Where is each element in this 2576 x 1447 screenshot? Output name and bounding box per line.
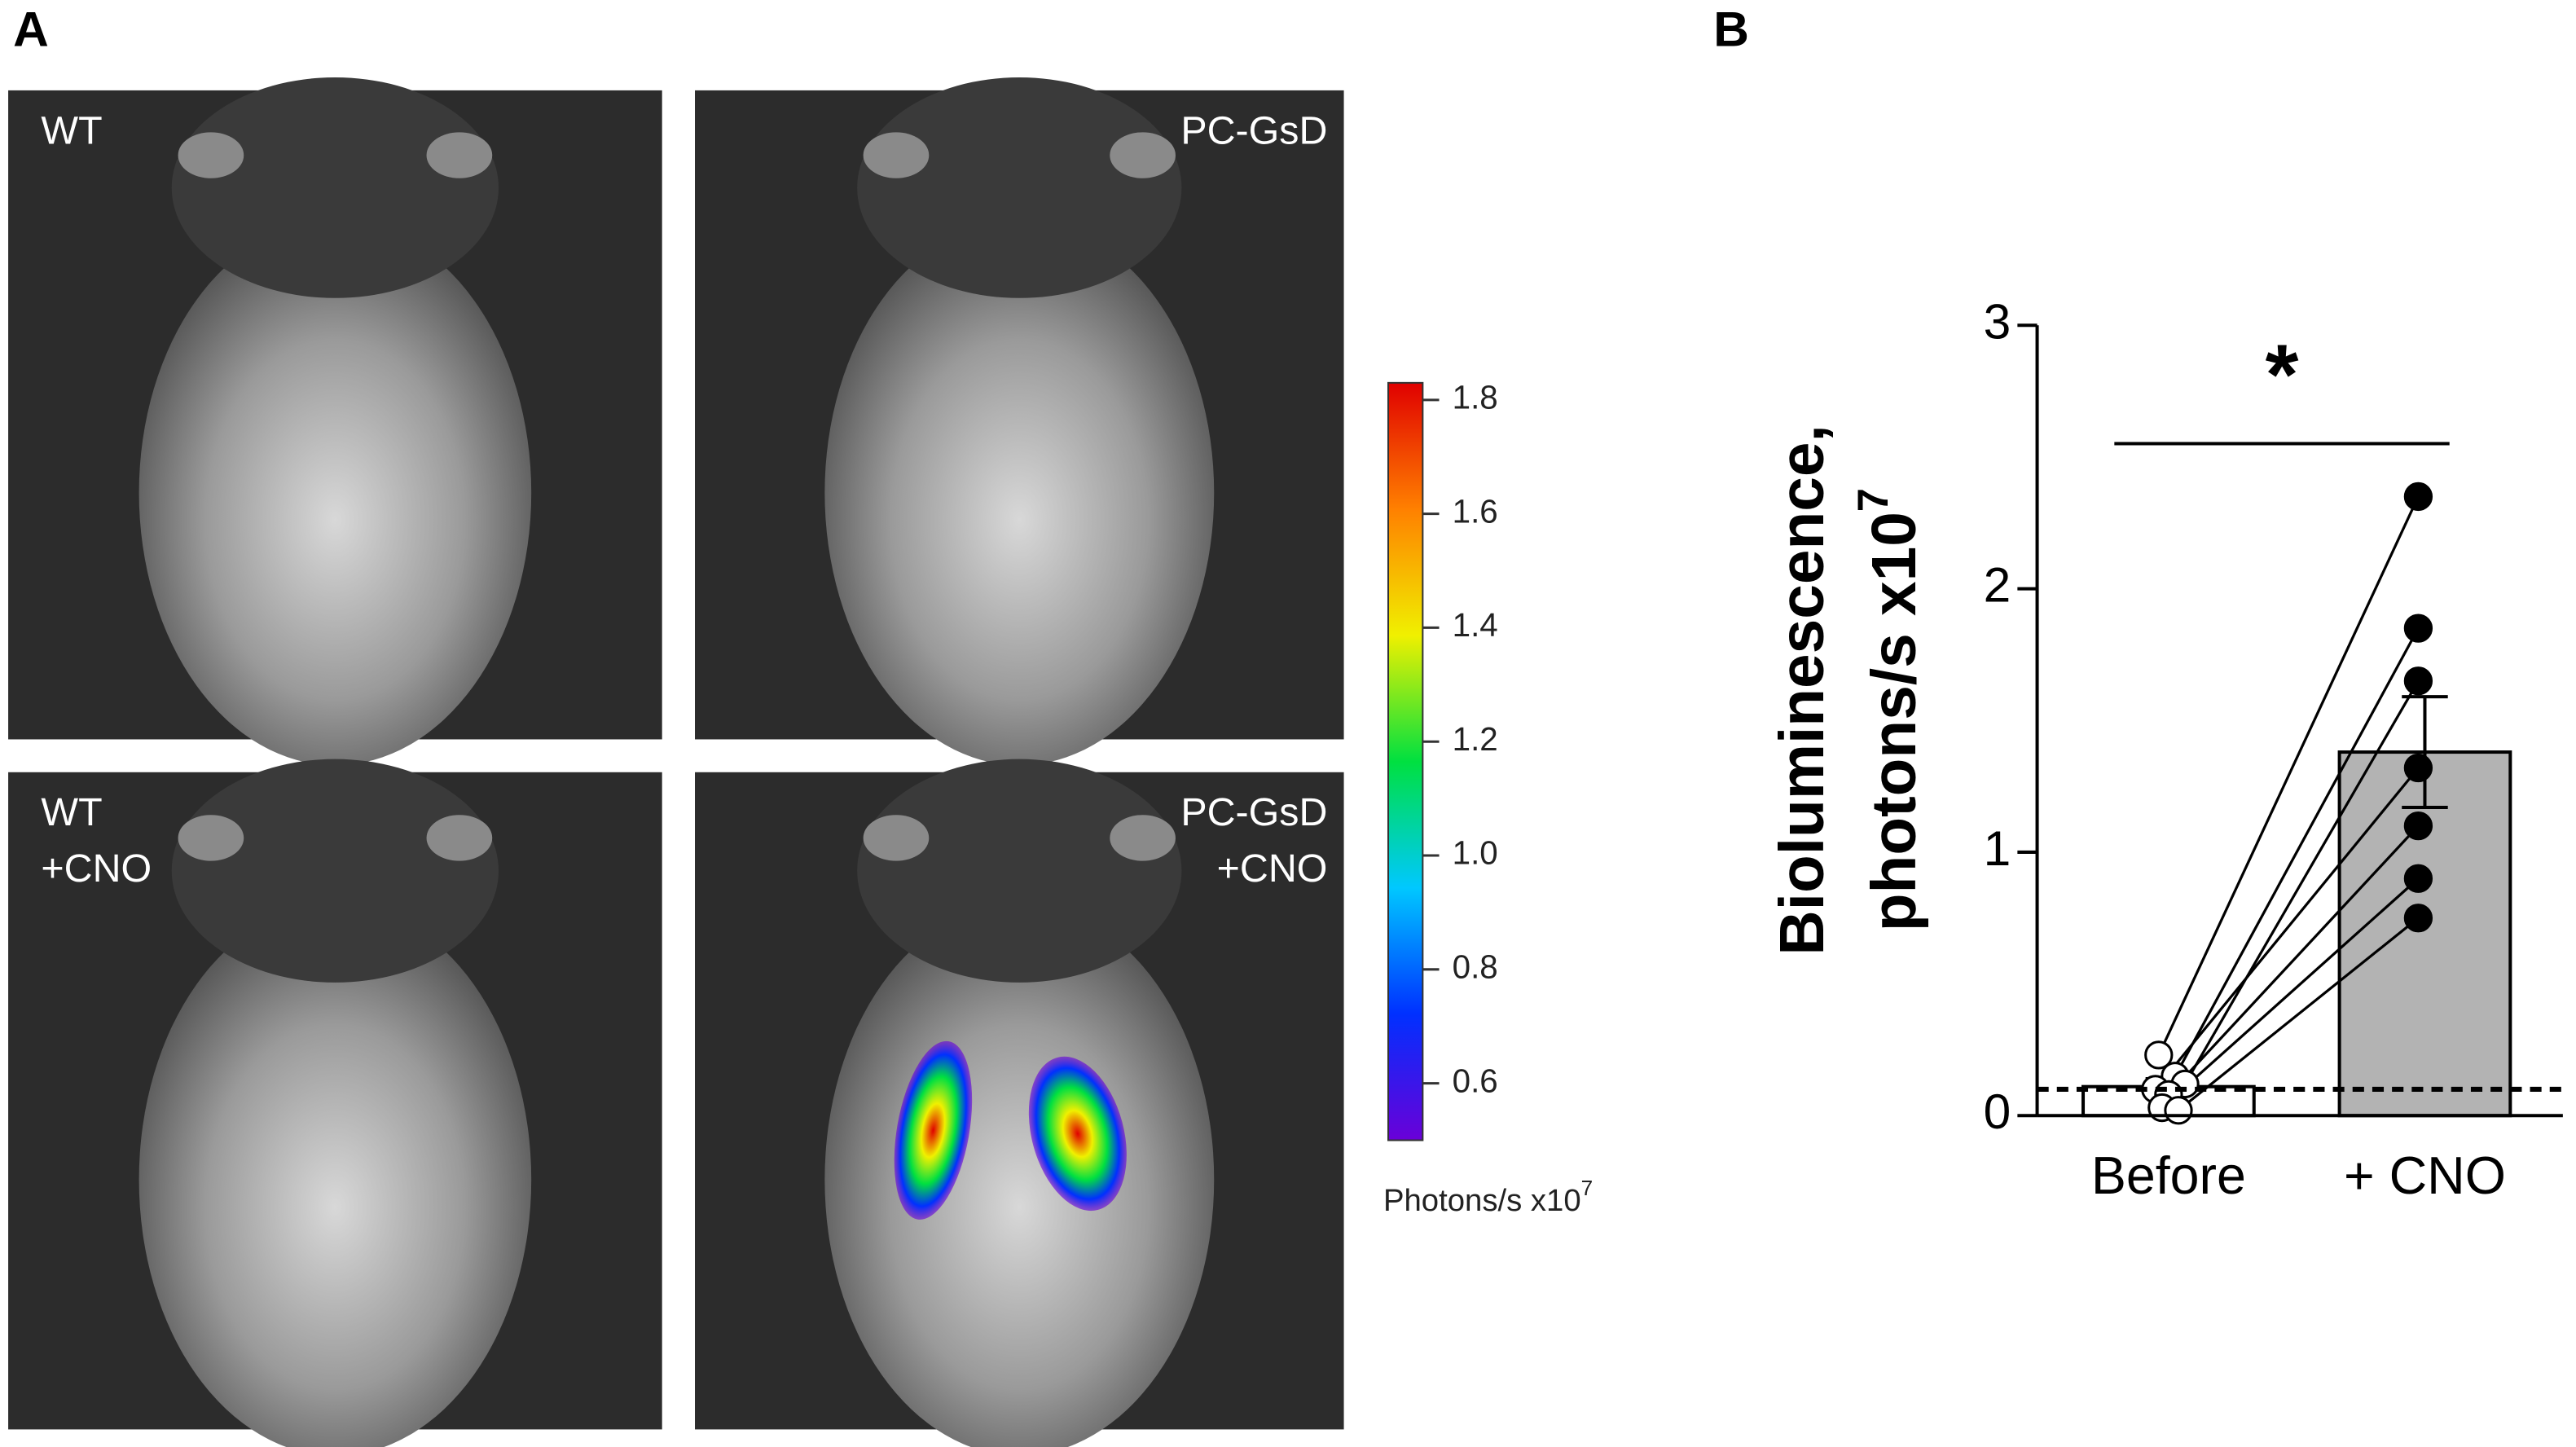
y-tick-label: 0 <box>1984 1084 2011 1139</box>
color-scale <box>1387 381 1424 1141</box>
mouse-body <box>824 220 1215 766</box>
mouse-ear <box>863 815 930 861</box>
data-point <box>2403 753 2433 783</box>
mouse-ear <box>426 132 493 178</box>
image-label-line: +CNO <box>1217 847 1328 891</box>
y-axis-title-line: Bioluminescence, <box>1768 424 1837 955</box>
pair-line <box>2167 825 2420 1096</box>
signal-blob <box>894 1040 973 1220</box>
data-point <box>2403 904 2433 933</box>
colorbar-tick-label: 1.4 <box>1453 606 1498 644</box>
bar-chart: Before + CNO 0 1 2 3 * Bioluminescence, photons/… <box>1768 293 2568 1205</box>
colorbar-tick-label: 1.2 <box>1453 720 1498 758</box>
pair-line <box>2177 917 2420 1112</box>
colorbar-tick-label: 1.8 <box>1453 378 1498 416</box>
mouse-ear <box>1110 815 1176 861</box>
image-label-line: WT <box>41 108 102 152</box>
image-label: PC-GsD +CNO <box>1180 790 1327 891</box>
pair-line <box>2157 495 2420 1056</box>
image-label-line: PC-GsD <box>1180 108 1327 152</box>
mouse-head <box>857 77 1182 298</box>
mouse-ear <box>426 815 493 861</box>
mouse-ear <box>178 132 244 178</box>
image-label-line: PC-GsD <box>1180 790 1327 834</box>
colorbar-label-text: Photons/s x10 <box>1383 1183 1581 1218</box>
y-axis-title: Bioluminescence, photons/s x107 <box>1768 424 1929 955</box>
x-tick-label: + CNO <box>2344 1146 2506 1205</box>
y-tick-label: 1 <box>1984 820 2011 876</box>
mouse-images: WT PC-GsD WT +CNO PC-GsD +CNO <box>8 77 1344 1447</box>
colorbar-tick-label: 0.8 <box>1453 948 1498 985</box>
panel-label: B <box>1713 1 1749 56</box>
data-point <box>2403 864 2433 893</box>
data-point <box>2403 482 2433 512</box>
pair-line <box>2183 680 2420 1085</box>
y-tick-label: 3 <box>1984 293 2011 349</box>
colorbar-tick-label: 1.0 <box>1453 834 1498 872</box>
data-point <box>2403 666 2433 696</box>
mouse-ear <box>863 132 930 178</box>
mouse-body <box>138 220 532 766</box>
mouse-ear <box>1110 132 1176 178</box>
image-label: WT <box>41 108 102 152</box>
image-label-line: WT <box>41 790 102 834</box>
mouse-ear <box>178 815 244 861</box>
x-tick-label: Before <box>2091 1146 2246 1205</box>
bar <box>2337 750 2512 1118</box>
data-point <box>2144 1040 2174 1070</box>
data-point <box>2403 614 2433 643</box>
mouse-body <box>824 904 1215 1447</box>
image-label: PC-GsD <box>1180 108 1327 152</box>
colorbar-label: Photons/s x107 <box>1383 1176 1593 1218</box>
pair-line <box>2161 877 2420 1109</box>
data-point <box>2403 811 2433 841</box>
mouse-head <box>171 759 499 983</box>
mouse-body <box>138 904 532 1447</box>
image-label: WT +CNO <box>41 790 152 891</box>
colorbar-label-exponent: 7 <box>1581 1176 1594 1200</box>
significance-mark: * <box>2266 328 2299 423</box>
colorbar-tick-label: 1.6 <box>1453 492 1498 530</box>
image-label-line: +CNO <box>41 847 152 891</box>
panel-label: A <box>13 1 49 56</box>
y-axis-title-line: photons/s x10 <box>1860 512 1929 931</box>
y-tick-label: 2 <box>1984 557 2011 613</box>
pair-line <box>2154 767 2420 1090</box>
signal-blob <box>1028 1056 1127 1212</box>
mouse-head <box>857 759 1182 983</box>
pair-line <box>2174 627 2420 1077</box>
data-point <box>2164 1096 2193 1125</box>
colorbar-tick-label: 0.6 <box>1453 1062 1498 1099</box>
colorbar: 0.6 0.8 1.0 1.2 1.4 1.6 1.8 Photons/s x107 <box>1383 378 1593 1218</box>
y-axis-title-exponent: 7 <box>1850 488 1897 512</box>
mouse-head <box>171 77 499 298</box>
